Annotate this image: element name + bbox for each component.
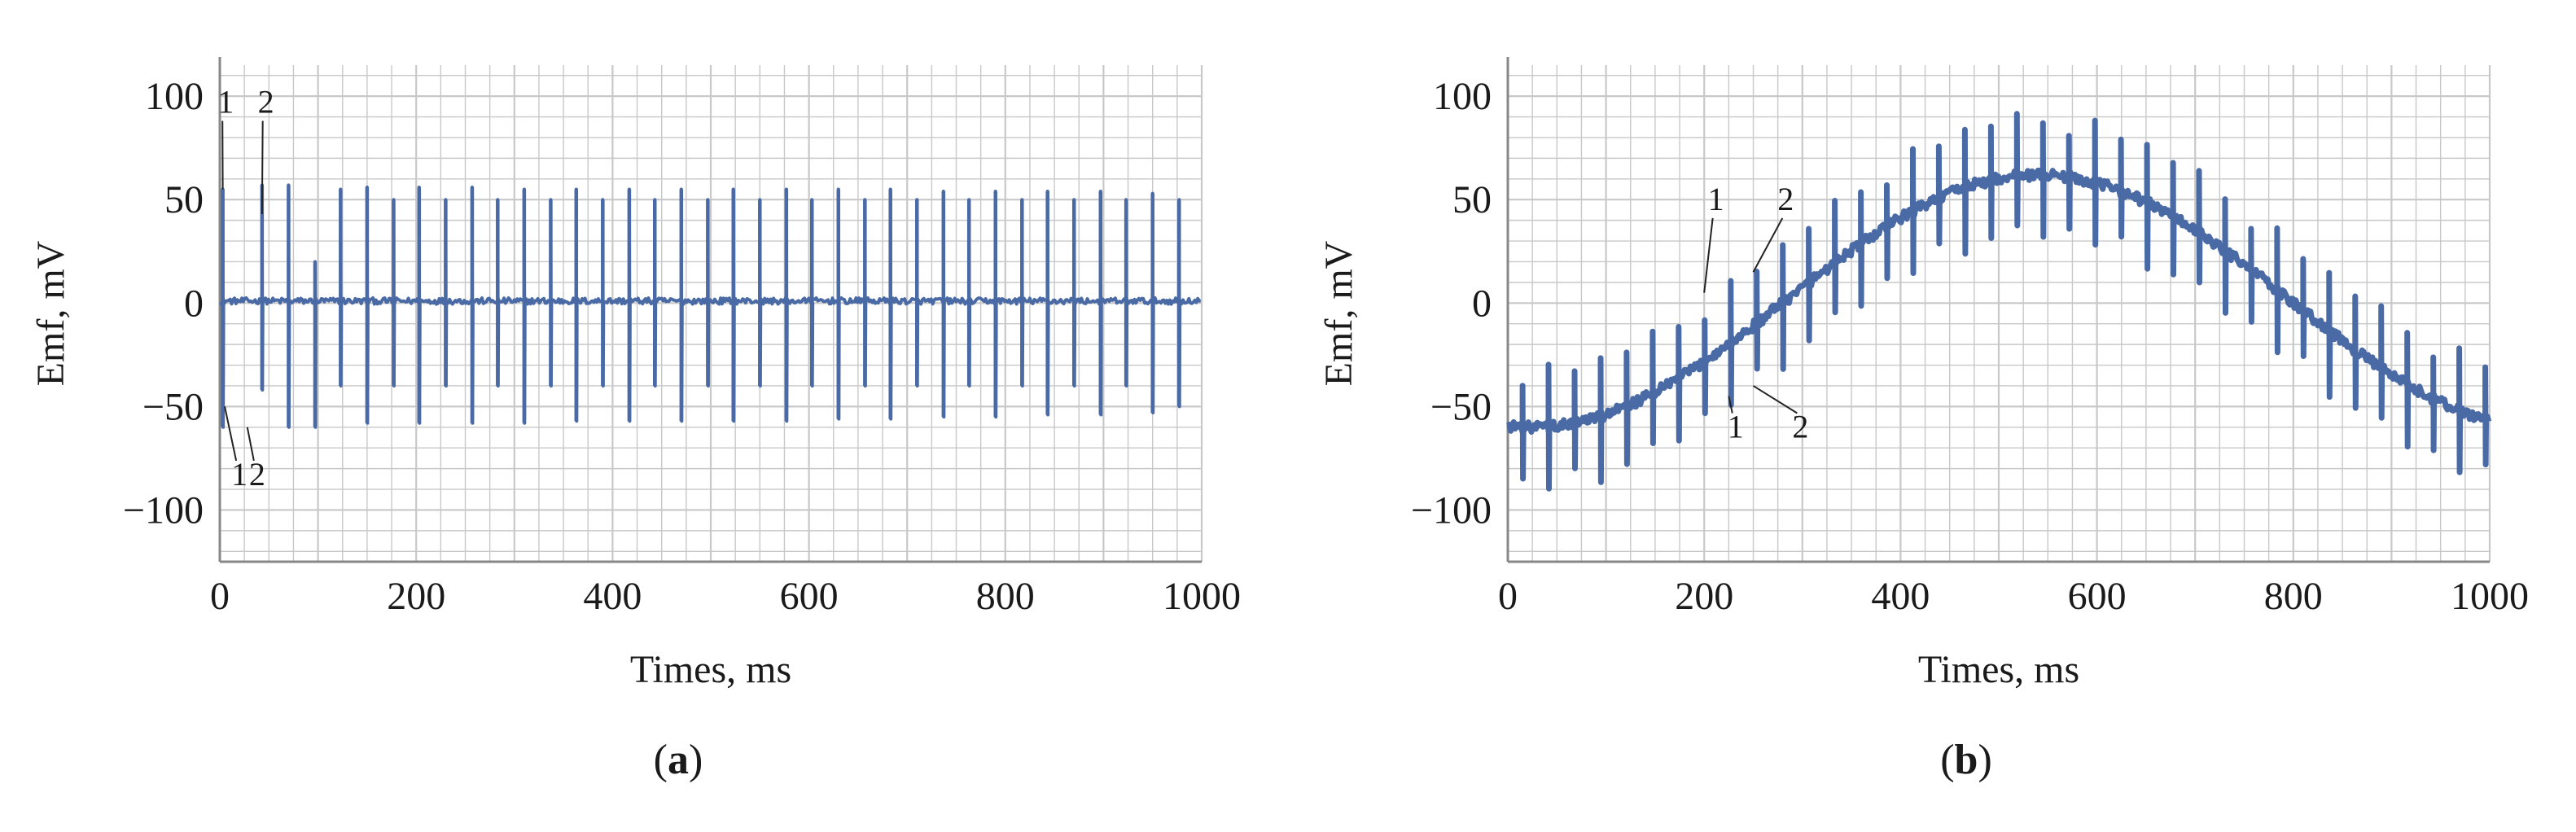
y-tick-label: 100: [1433, 75, 1492, 118]
panel-caption: (b): [1940, 737, 1992, 783]
annotation-leader: [1752, 217, 1784, 273]
annotation-leader: [224, 406, 238, 462]
caption-open-paren: (: [654, 737, 668, 783]
x-tick-label: 1000: [1163, 575, 1241, 618]
caption-open-paren: (: [1940, 737, 1954, 783]
annotation-leader: [1752, 385, 1798, 414]
x-tick-label: 0: [210, 575, 230, 618]
y-axis-title: Emf, mV: [1317, 240, 1360, 386]
annotation-leader: [1728, 396, 1733, 414]
panel-b: 100 50 0 −50 −100 0 200 400 600 800 1000 Times, ms E…: [1288, 0, 2576, 832]
grid: [1506, 65, 2491, 562]
panel-a: 100 50 0 −50 −100 0 200 400 600 800 1000 Times, ms E…: [29, 57, 1241, 783]
caption-close-paren: ): [1978, 737, 1991, 783]
annotations: 1 2 1 2: [1703, 181, 1808, 445]
y-tick-label: 100: [145, 75, 204, 118]
x-tick-label: 400: [1871, 575, 1930, 618]
caption-letter: a: [668, 737, 689, 783]
annotation-label: 2: [1792, 409, 1808, 445]
annotation-label: 1: [1708, 181, 1724, 217]
x-tick-label: 400: [583, 575, 642, 618]
annotation-leader: [246, 427, 255, 462]
annotation-leader: [261, 120, 264, 215]
x-axis-title: Times, ms: [1918, 648, 2079, 691]
x-tick-label: 200: [1675, 575, 1733, 618]
x-axis-title: Times, ms: [630, 648, 791, 691]
spikes: [221, 185, 1181, 427]
y-tick-label: 50: [1452, 178, 1492, 221]
x-tick-label: 600: [2068, 575, 2127, 618]
y-tick-label: −100: [1411, 488, 1492, 532]
annotation-label: 1: [217, 83, 234, 120]
grid: [218, 65, 1203, 562]
panel-caption: (a): [654, 737, 703, 783]
annotations: 1 21 2: [217, 83, 274, 493]
annotation-label: 1: [231, 456, 248, 493]
annotation-label: 1: [1728, 409, 1744, 445]
x-tick-label: 600: [780, 575, 839, 618]
y-tick-label: −50: [142, 385, 204, 428]
spikes: [1520, 113, 2487, 489]
caption-letter: b: [1955, 737, 1978, 783]
x-tick-label: 200: [387, 575, 445, 618]
x-tick-label: 800: [2264, 575, 2323, 618]
annotation-label: 2: [1777, 181, 1794, 217]
y-tick-label: 0: [184, 282, 204, 325]
y-axis-title: Emf, mV: [29, 240, 72, 386]
y-tick-label: 50: [164, 178, 204, 221]
x-tick-label: 1000: [2451, 575, 2529, 618]
x-tick-label: 0: [1498, 575, 1518, 618]
annotation-leader: [1703, 217, 1714, 293]
y-tick-label: 0: [1472, 282, 1492, 325]
annotation-label: 2: [258, 83, 274, 120]
y-tick-label: −50: [1430, 385, 1492, 428]
x-tick-label: 800: [976, 575, 1035, 618]
caption-close-paren: ): [689, 737, 703, 783]
annotation-label: 2: [249, 456, 265, 493]
y-tick-label: −100: [123, 488, 204, 532]
